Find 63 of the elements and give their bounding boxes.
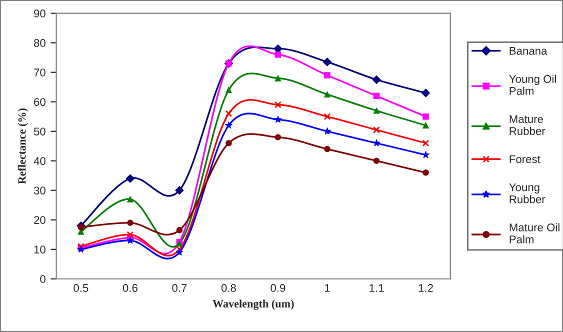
point bbox=[274, 101, 282, 108]
y-tick-label: 80 bbox=[34, 39, 46, 47]
point bbox=[176, 227, 183, 234]
point bbox=[373, 92, 380, 100]
point bbox=[226, 140, 232, 146]
point bbox=[176, 246, 183, 253]
point bbox=[274, 134, 282, 140]
legend-label: Mature Rubber bbox=[510, 115, 546, 135]
y-tick-label: 70 bbox=[34, 68, 46, 76]
point bbox=[322, 58, 332, 66]
point bbox=[372, 75, 381, 84]
x-tick-label: 0.5 bbox=[74, 284, 88, 292]
y-tick-label: 10 bbox=[34, 246, 46, 254]
point bbox=[324, 91, 330, 98]
legend-label: Banana bbox=[510, 47, 548, 55]
y-tick-label: 60 bbox=[34, 98, 46, 106]
x-tick-label: 0.9 bbox=[270, 284, 286, 292]
y-tick-label: 30 bbox=[34, 186, 46, 194]
point bbox=[373, 108, 380, 114]
legend-label: Mature Oil Palm bbox=[510, 223, 560, 244]
point bbox=[226, 86, 232, 94]
point bbox=[372, 139, 380, 146]
x-tick-label: 1.1 bbox=[370, 284, 384, 292]
y-tick-label: 0 bbox=[40, 275, 46, 284]
x-tick-label: 0.7 bbox=[172, 284, 187, 292]
point bbox=[274, 51, 282, 58]
point bbox=[127, 220, 134, 226]
point bbox=[176, 248, 184, 256]
point bbox=[175, 186, 184, 195]
point bbox=[373, 158, 380, 164]
point bbox=[126, 174, 134, 183]
y-tick-label: 50 bbox=[34, 128, 46, 136]
y-tick-label: 40 bbox=[34, 157, 46, 165]
point bbox=[422, 151, 430, 158]
point bbox=[126, 236, 134, 244]
legend-label: Forest bbox=[510, 155, 540, 164]
point bbox=[324, 146, 330, 152]
point bbox=[373, 126, 380, 134]
point bbox=[324, 113, 331, 120]
x-tick-label: 1 bbox=[325, 284, 330, 292]
point bbox=[274, 116, 282, 123]
point bbox=[274, 75, 282, 82]
point bbox=[422, 170, 429, 176]
y-axis-title: Reflectance (%) bbox=[18, 108, 28, 184]
x-tick-label: 0.6 bbox=[122, 284, 138, 292]
point bbox=[225, 110, 232, 118]
x-tick-label: 1.2 bbox=[418, 284, 433, 292]
point bbox=[126, 231, 134, 238]
x-tick-label: 0.8 bbox=[221, 284, 236, 292]
point bbox=[422, 113, 429, 120]
legend-label: Young Rubber bbox=[509, 184, 546, 204]
point bbox=[422, 140, 430, 147]
point bbox=[78, 224, 84, 230]
point bbox=[225, 122, 232, 129]
x-axis-title: Wavelength (um) bbox=[212, 300, 294, 310]
point bbox=[324, 72, 330, 78]
point bbox=[324, 128, 331, 134]
point bbox=[421, 88, 430, 98]
y-tick-label: 90 bbox=[34, 10, 46, 18]
point bbox=[127, 196, 134, 202]
point bbox=[422, 122, 429, 129]
y-tick-label: 20 bbox=[34, 216, 46, 224]
legend-label: Young Oil Palm bbox=[509, 74, 556, 95]
